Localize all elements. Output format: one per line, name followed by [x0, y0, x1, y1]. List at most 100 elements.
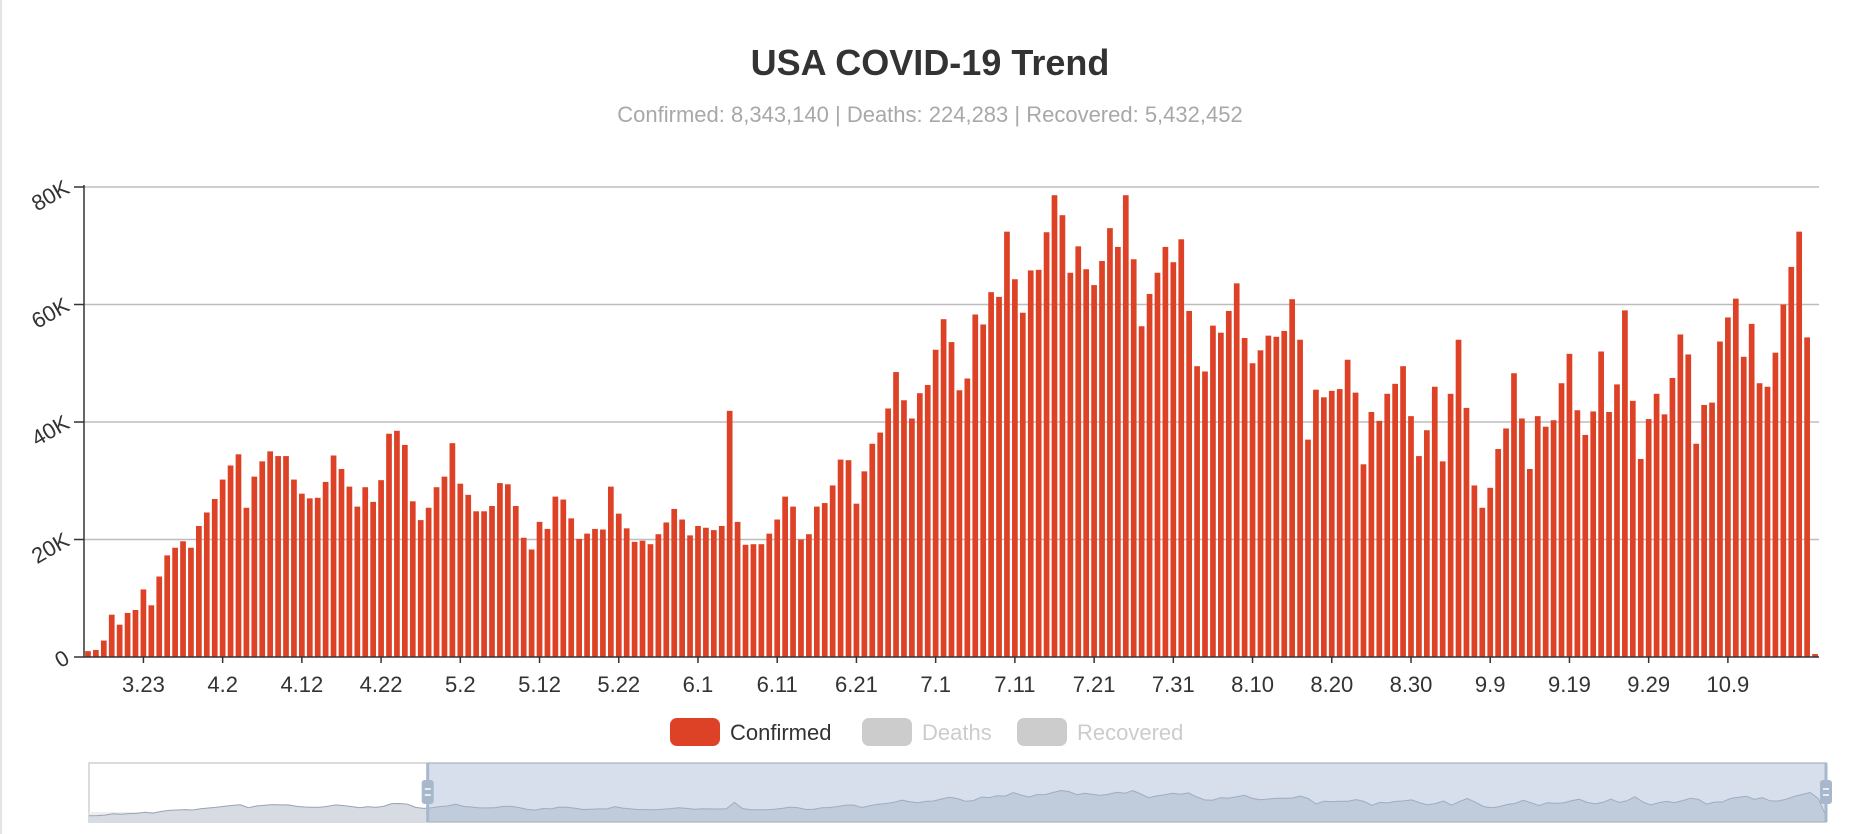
confirmed-bar[interactable] [663, 522, 670, 657]
confirmed-bar[interactable] [1661, 414, 1668, 657]
confirmed-bar[interactable] [829, 485, 836, 657]
confirmed-bar[interactable] [1637, 459, 1644, 657]
confirmed-bar[interactable] [679, 519, 685, 657]
confirmed-bar[interactable] [1534, 416, 1541, 658]
confirmed-bar[interactable] [227, 465, 234, 657]
confirmed-bar[interactable] [1740, 356, 1747, 657]
confirmed-bar[interactable] [180, 541, 186, 657]
confirmed-bar[interactable] [1194, 366, 1200, 657]
confirmed-bar[interactable] [306, 498, 313, 658]
confirmed-bar[interactable] [409, 501, 416, 657]
confirmed-bar[interactable] [1748, 323, 1755, 657]
zoom-handle-left[interactable] [421, 763, 434, 822]
confirmed-bar[interactable] [1558, 383, 1565, 657]
confirmed-bar[interactable] [1503, 428, 1509, 657]
confirmed-bar[interactable] [1257, 350, 1264, 657]
confirmed-bar[interactable] [124, 612, 131, 657]
confirmed-bar[interactable] [901, 400, 907, 657]
confirmed-bar[interactable] [1091, 285, 1097, 657]
confirmed-bar[interactable] [1186, 310, 1193, 657]
confirmed-bar[interactable] [1107, 228, 1113, 658]
confirmed-bar[interactable] [1202, 371, 1208, 657]
confirmed-bar[interactable] [766, 533, 773, 658]
confirmed-bar[interactable] [568, 518, 575, 657]
confirmed-bar[interactable] [615, 513, 622, 657]
confirmed-bar[interactable] [441, 476, 448, 657]
confirmed-bar[interactable] [1598, 351, 1604, 658]
confirmed-bar[interactable] [1764, 386, 1771, 657]
confirmed-bar[interactable] [1122, 195, 1129, 657]
confirmed-bar[interactable] [1653, 393, 1660, 657]
confirmed-bar[interactable] [1526, 469, 1533, 657]
confirmed-bar[interactable] [1344, 359, 1351, 657]
confirmed-bar[interactable] [156, 576, 163, 657]
confirmed-bar[interactable] [1099, 261, 1105, 657]
confirmed-bar[interactable] [742, 544, 749, 657]
confirmed-bar[interactable] [1732, 298, 1739, 658]
confirmed-bar[interactable] [1328, 390, 1335, 657]
confirmed-bar[interactable] [853, 503, 860, 657]
confirmed-bar[interactable] [1313, 389, 1319, 657]
confirmed-bar[interactable] [1519, 418, 1525, 657]
confirmed-bar[interactable] [1788, 266, 1795, 657]
confirmed-bar[interactable] [1582, 434, 1589, 657]
legend[interactable]: Confirmed Deaths Recovered [670, 718, 1183, 746]
confirmed-bar[interactable] [845, 460, 852, 657]
confirmed-bar[interactable] [299, 493, 305, 657]
confirmed-bar[interactable] [924, 384, 931, 657]
confirmed-bar[interactable] [512, 506, 519, 657]
confirmed-bar[interactable] [1717, 341, 1723, 657]
confirmed-bar[interactable] [1051, 195, 1058, 657]
confirmed-bar[interactable] [956, 390, 963, 657]
confirmed-bar[interactable] [1154, 272, 1161, 657]
confirmed-bar[interactable] [1035, 269, 1042, 657]
confirmed-bar[interactable] [378, 480, 384, 657]
confirmed-bar[interactable] [1629, 400, 1636, 657]
confirmed-bar[interactable] [821, 503, 828, 657]
confirmed-bar[interactable] [806, 534, 812, 657]
confirmed-bar[interactable] [1352, 392, 1359, 658]
confirmed-bar[interactable] [417, 520, 424, 657]
confirmed-bar[interactable] [916, 393, 923, 657]
confirmed-bar[interactable] [100, 640, 107, 657]
confirmed-bar[interactable] [600, 529, 606, 657]
confirmed-bar[interactable] [1423, 430, 1430, 657]
confirmed-bar[interactable] [489, 506, 495, 657]
confirmed-bar[interactable] [1162, 246, 1169, 658]
confirmed-bar[interactable] [940, 319, 947, 657]
confirmed-bar[interactable] [1289, 299, 1296, 657]
confirmed-bar[interactable] [1408, 416, 1414, 658]
confirmed-bar[interactable] [1566, 353, 1573, 657]
confirmed-bar[interactable] [877, 432, 884, 657]
confirmed-bar[interactable] [108, 614, 115, 657]
confirmed-bar[interactable] [346, 486, 353, 658]
confirmed-bar[interactable] [1796, 231, 1803, 657]
confirmed-bar[interactable] [402, 444, 408, 657]
confirmed-bar[interactable] [1804, 337, 1810, 657]
confirmed-bar[interactable] [1321, 397, 1327, 657]
confirmed-bar[interactable] [196, 525, 202, 657]
confirmed-bar[interactable] [655, 534, 662, 657]
confirmed-bar[interactable] [1701, 404, 1707, 657]
confirmed-bar[interactable] [1115, 246, 1121, 658]
confirmed-bar[interactable] [671, 508, 678, 657]
confirmed-bar[interactable] [528, 549, 535, 657]
confirmed-bar[interactable] [996, 296, 1002, 657]
confirmed-bar[interactable] [631, 541, 638, 657]
confirmed-bar[interactable] [1645, 419, 1652, 657]
confirmed-bar[interactable] [386, 433, 392, 657]
confirmed-bar[interactable] [980, 324, 987, 657]
confirmed-bar[interactable] [188, 547, 194, 657]
confirmed-bar[interactable] [1780, 304, 1787, 658]
confirmed-bar[interactable] [1336, 389, 1343, 657]
confirmed-bar[interactable] [861, 471, 868, 657]
confirmed-bar[interactable] [1004, 231, 1010, 657]
confirmed-bar[interactable] [536, 521, 543, 658]
confirmed-bar[interactable] [1210, 325, 1216, 657]
confirmed-bar[interactable] [148, 605, 155, 657]
confirmed-bar[interactable] [798, 539, 804, 658]
confirmed-bar[interactable] [647, 544, 654, 657]
confirmed-bar[interactable] [1384, 393, 1391, 657]
confirmed-bar[interactable] [235, 454, 242, 657]
confirmed-bar[interactable] [1075, 246, 1082, 657]
